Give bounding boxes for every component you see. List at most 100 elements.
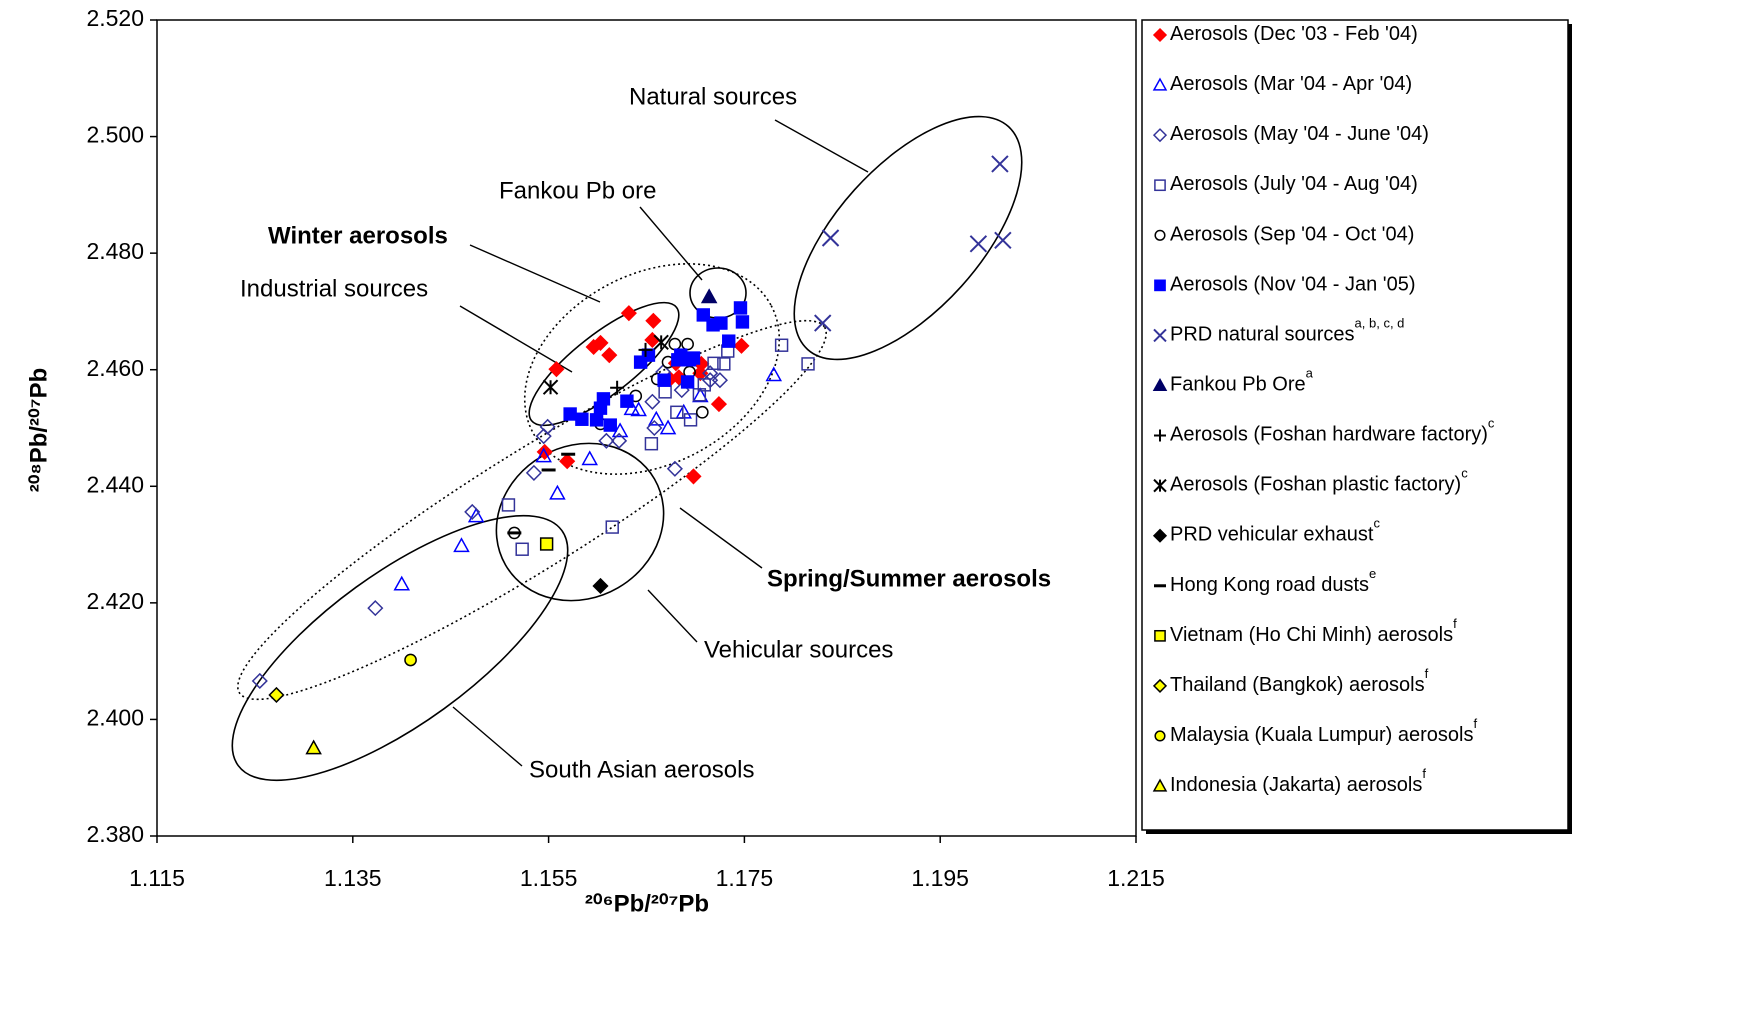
legend-label: Indonesia (Jakarta) aerosolsf: [1170, 766, 1426, 796]
legend-name: Aerosols (Dec '03 - Feb '04): [1170, 23, 1418, 45]
legend-marker: [1153, 328, 1167, 343]
legend-name: PRD natural sources: [1170, 324, 1355, 346]
legend-name: Aerosols (July '04 - Aug '04): [1170, 173, 1418, 195]
data-point: [601, 347, 618, 364]
data-point: [697, 378, 711, 392]
data-point: [638, 342, 653, 357]
data-point: [515, 542, 529, 556]
leader-line: [774, 119, 869, 173]
legend-name: Indonesia (Jakarta) aerosols: [1170, 774, 1422, 796]
legend-note: a, b, c, d: [1355, 316, 1405, 331]
legend-marker: [1152, 778, 1168, 792]
data-point: [646, 419, 663, 437]
data-point: [707, 356, 721, 371]
south-asian-ellipse: [231, 514, 569, 782]
data-point: [585, 338, 602, 356]
data-point: [559, 453, 576, 470]
x-tick-label: 1.155: [520, 865, 578, 891]
legend-name: Hong Kong road dusts: [1170, 574, 1369, 596]
legend-name: Aerosols (Nov '04 - Jan '05): [1170, 274, 1416, 296]
data-point: [549, 484, 566, 500]
data-point: [548, 361, 565, 378]
legend-label: Aerosols (Sep '04 - Oct '04): [1170, 224, 1414, 246]
data-point: [700, 288, 718, 304]
legend-label: PRD natural sourcesa, b, c, d: [1170, 316, 1404, 346]
annotation: Natural sources: [629, 83, 797, 110]
legend-marker: [1152, 528, 1168, 543]
data-point: [994, 231, 1012, 250]
data-point: [453, 537, 470, 553]
data-point: [695, 405, 709, 419]
data-point: [581, 450, 598, 466]
legend-marker: [1152, 678, 1168, 693]
y-tick-label: 2.380: [86, 821, 144, 847]
legend-name: Aerosols (May '04 - June '04): [1170, 123, 1429, 145]
data-point: [821, 229, 840, 247]
data-point: [692, 388, 707, 402]
data-point: [501, 498, 516, 512]
legend-note: f: [1425, 666, 1429, 681]
data-point: [969, 235, 988, 253]
leader-line: [469, 244, 601, 303]
data-point: [539, 537, 554, 551]
legend-note: c: [1373, 516, 1380, 531]
legend-marker: [1154, 279, 1166, 292]
legend-marker: [1152, 77, 1168, 91]
data-point: [765, 366, 783, 382]
data-point: [592, 334, 609, 351]
leader-line: [679, 507, 763, 569]
legend-note: e: [1369, 566, 1376, 581]
data-point: [393, 575, 411, 591]
data-point: [711, 372, 728, 389]
legend-marker: [1153, 478, 1167, 493]
data-point: [598, 432, 615, 449]
data-point: [801, 357, 815, 371]
data-point: [680, 375, 695, 389]
legend-label: Aerosols (Nov '04 - Jan '05): [1170, 274, 1416, 296]
legend-name: Vietnam (Ho Chi Minh) aerosols: [1170, 624, 1453, 646]
legend-name: PRD vehicular exhaust: [1170, 524, 1374, 546]
data-point: [605, 520, 619, 534]
legend-label: Aerosols (Foshan hardware factory)c: [1170, 416, 1495, 446]
data-point: [630, 401, 647, 417]
ellipses: [231, 115, 1023, 782]
data-point: [644, 437, 659, 451]
data-point: [722, 334, 736, 348]
legend-note: f: [1453, 616, 1457, 631]
legend-label: PRD vehicular exhaustc: [1170, 516, 1380, 546]
legend-marker: [1154, 179, 1166, 192]
data-point: [714, 316, 728, 330]
legend-name: Malaysia (Kuala Lumpur) aerosols: [1170, 724, 1473, 746]
annotation: South Asian aerosols: [529, 756, 754, 783]
data-point: [685, 468, 702, 485]
legend-note: c: [1461, 466, 1468, 481]
legend-marker: [1152, 128, 1168, 143]
data-point: [666, 460, 683, 477]
legend-note: f: [1473, 716, 1477, 731]
data-point: [542, 379, 559, 395]
y-tick-label: 2.420: [86, 588, 144, 614]
y-tick-label: 2.480: [86, 238, 144, 264]
data-point: [648, 410, 665, 426]
legend-name: Fankou Pb Ore: [1170, 374, 1306, 396]
legend-label: Aerosols (July '04 - Aug '04): [1170, 173, 1418, 195]
legend-name: Aerosols (Mar '04 - Apr '04): [1170, 73, 1412, 95]
leader-line: [459, 305, 573, 373]
legend-label: Vietnam (Ho Chi Minh) aerosolsf: [1170, 616, 1457, 646]
data-point: [596, 392, 611, 406]
legend-label: Aerosols (Mar '04 - Apr '04): [1170, 73, 1412, 95]
data-point: [717, 357, 731, 371]
data-point: [641, 348, 656, 362]
legend-label: Aerosols (Dec '03 - Feb '04): [1170, 23, 1418, 45]
data-point: [620, 394, 634, 408]
legend-name: Aerosols (Foshan hardware factory): [1170, 424, 1488, 446]
x-tick-label: 1.115: [129, 865, 185, 891]
x-axis-label: ²⁰⁶Pb/²⁰⁷Pb: [585, 890, 709, 917]
data-point: [305, 739, 322, 755]
annotation: Winter aerosols: [268, 222, 448, 249]
y-tick-label: 2.520: [86, 5, 144, 31]
legend-name: Aerosols (Foshan plastic factory): [1170, 474, 1461, 496]
legend-box: [1141, 19, 1569, 831]
data-point: [774, 338, 789, 352]
